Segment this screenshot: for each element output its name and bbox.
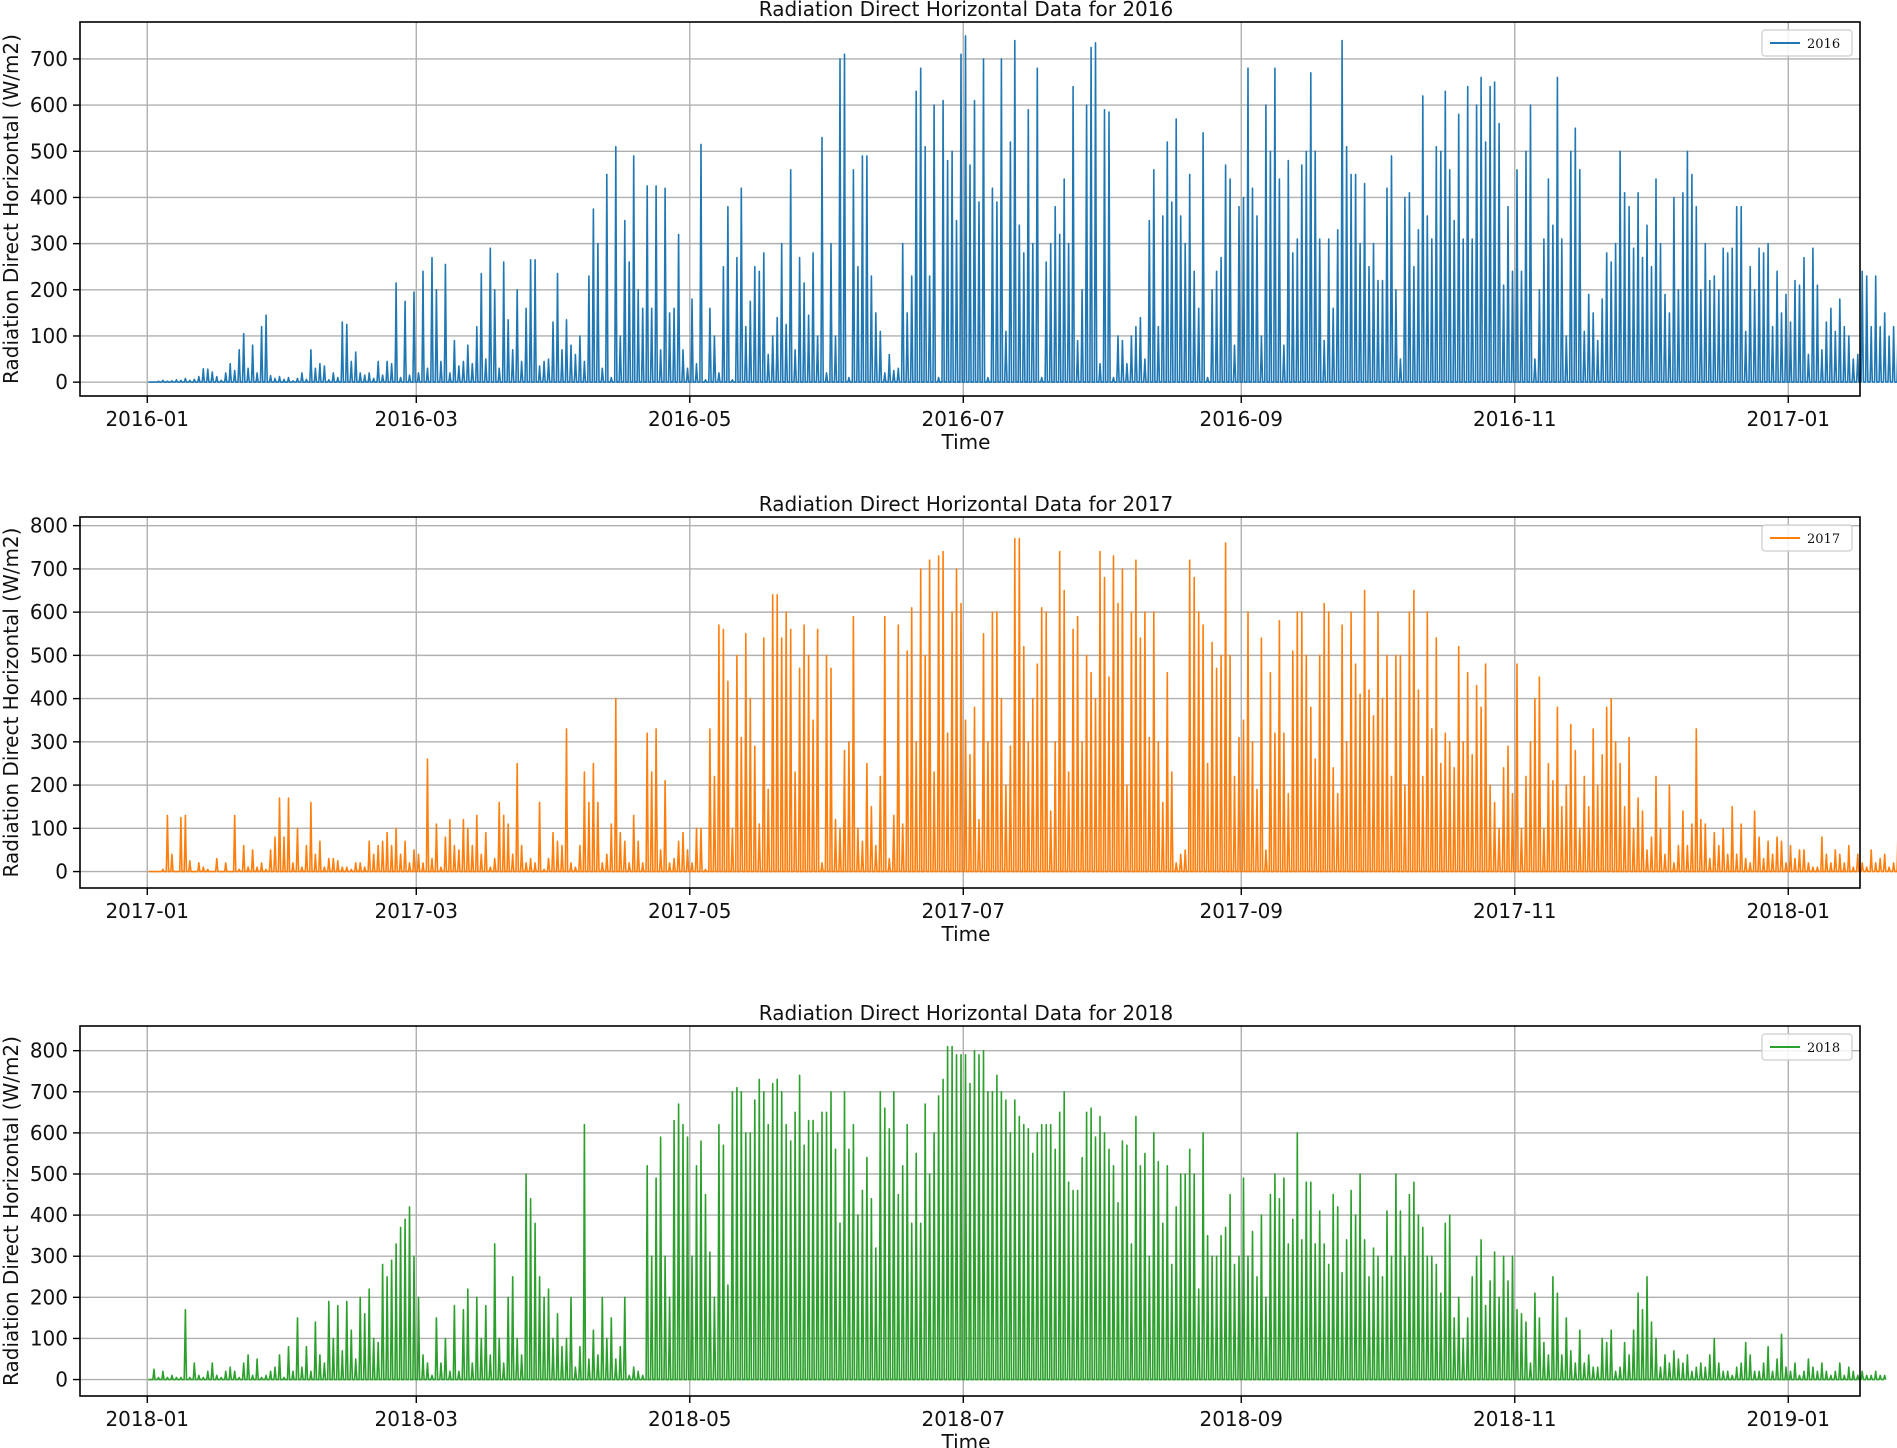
x-tick-label: 2017-09 [1199, 899, 1283, 923]
series-line-2017 [148, 537, 1897, 873]
chart-title: Radiation Direct Horizontal Data for 201… [759, 492, 1173, 516]
x-tick-label: 2018-09 [1199, 1407, 1283, 1431]
axes-frame [79, 21, 1861, 397]
y-tick-label: 0 [55, 1368, 68, 1392]
y-tick-label: 0 [55, 370, 68, 394]
y-tick-label: 500 [30, 643, 68, 667]
x-tick-label: 2018-03 [374, 1407, 458, 1431]
y-axis-label: Radiation Direct Horizontal (W/m2) [0, 1036, 23, 1386]
series-line-2016 [148, 35, 1897, 383]
legend-label: 2018 [1807, 1041, 1840, 1056]
x-axis-label: Time [941, 1430, 991, 1448]
y-tick-label: 600 [30, 93, 68, 117]
y-tick-label: 700 [30, 557, 68, 581]
y-tick-label: 300 [30, 232, 68, 256]
x-tick-label: 2019-01 [1746, 1407, 1830, 1431]
y-tick-label: 700 [30, 47, 68, 71]
chart-panel-1: 2016-01 2016-03 2016-05 2016-07 2016-09 2016-… [0, 0, 1897, 454]
x-tick-label: 2017-05 [648, 899, 732, 923]
y-tick-label: 100 [30, 1326, 68, 1350]
x-tick-label: 2017-11 [1473, 899, 1557, 923]
axes-frame [79, 516, 1861, 889]
legend-label: 2017 [1807, 532, 1840, 547]
y-tick-label: 700 [30, 1080, 68, 1104]
x-tick-label: 2016-11 [1473, 407, 1557, 431]
x-tick-label: 2016-05 [648, 407, 732, 431]
legend-label: 2016 [1807, 37, 1840, 52]
y-tick-label: 400 [30, 687, 68, 711]
x-tick-label: 2018-01 [105, 1407, 189, 1431]
y-tick-label: 600 [30, 1121, 68, 1145]
x-tick-label: 2016-09 [1199, 407, 1283, 431]
x-tick-label: 2018-11 [1473, 1407, 1557, 1431]
y-tick-label: 200 [30, 1285, 68, 1309]
series-line-2018 [148, 1045, 1887, 1381]
y-axis-label: Radiation Direct Horizontal (W/m2) [0, 528, 23, 878]
chart-panel-3: 2018-01 2018-03 2018-05 2018-07 2018-09 2018-… [0, 1001, 1887, 1448]
legend-box [1761, 29, 1853, 57]
x-tick-label: 2016-01 [105, 407, 189, 431]
y-tick-label: 800 [30, 1039, 68, 1063]
x-tick-label: 2017-01 [105, 899, 189, 923]
x-tick-label: 2018-05 [648, 1407, 732, 1431]
legend: 2016 [1761, 29, 1853, 57]
legend-box [1761, 524, 1853, 552]
axes-frame [79, 1025, 1861, 1397]
y-tick-label: 600 [30, 600, 68, 624]
legend: 2017 [1761, 524, 1853, 552]
x-axis-label: Time [941, 430, 991, 454]
y-tick-label: 100 [30, 816, 68, 840]
x-tick-label: 2018-01 [1746, 899, 1830, 923]
legend-box [1761, 1033, 1853, 1061]
y-tick-label: 400 [30, 1203, 68, 1227]
x-tick-label: 2017-01 [1746, 407, 1830, 431]
x-tick-label: 2016-03 [374, 407, 458, 431]
chart-title: Radiation Direct Horizontal Data for 201… [759, 1001, 1173, 1025]
y-tick-label: 0 [55, 860, 68, 884]
x-tick-label: 2018-07 [921, 1407, 1005, 1431]
chart-panel-2: 2017-01 2017-03 2017-05 2017-07 2017-09 2017-… [0, 492, 1897, 946]
chart-title: Radiation Direct Horizontal Data for 201… [759, 0, 1173, 21]
y-tick-label: 200 [30, 278, 68, 302]
y-tick-label: 800 [30, 514, 68, 538]
x-tick-label: 2017-07 [921, 899, 1005, 923]
y-axis-label: Radiation Direct Horizontal (W/m2) [0, 34, 23, 384]
y-tick-label: 200 [30, 773, 68, 797]
x-tick-label: 2017-03 [374, 899, 458, 923]
y-tick-label: 300 [30, 730, 68, 754]
x-tick-label: 2016-07 [921, 407, 1005, 431]
y-tick-label: 500 [30, 1162, 68, 1186]
y-tick-label: 100 [30, 324, 68, 348]
y-tick-label: 400 [30, 185, 68, 209]
legend: 2018 [1761, 1033, 1853, 1061]
x-axis-label: Time [941, 922, 991, 946]
y-tick-label: 500 [30, 139, 68, 163]
y-tick-label: 300 [30, 1244, 68, 1268]
